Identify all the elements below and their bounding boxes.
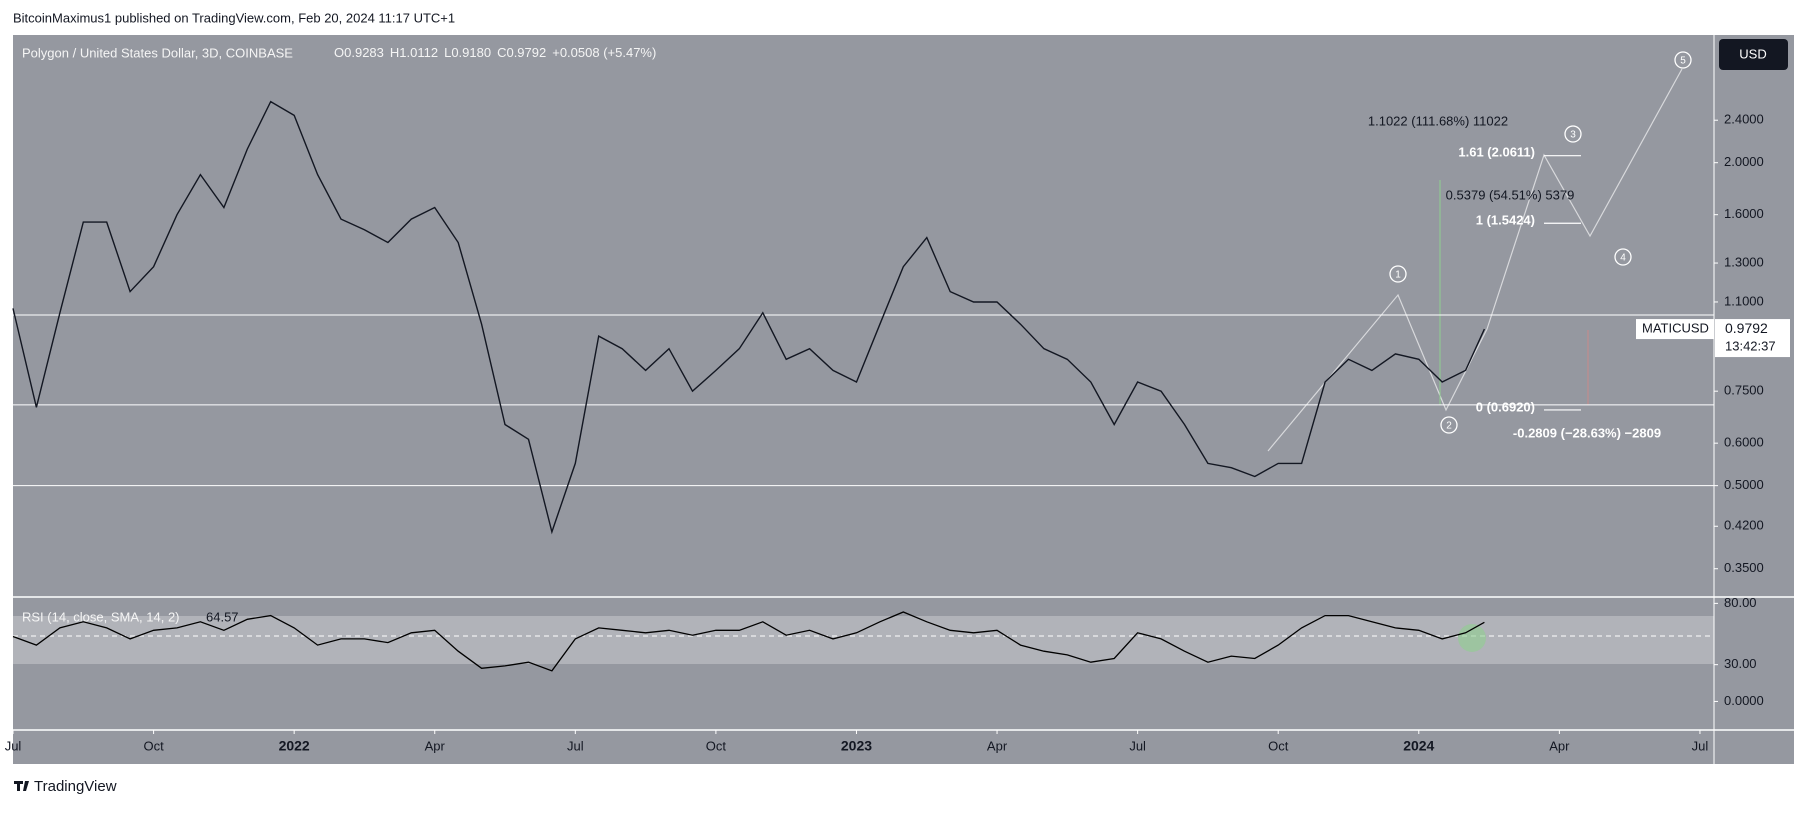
fib-annotation: 1 (1.5424) (1476, 212, 1535, 227)
fib-annotation: 0 (0.6920) (1476, 399, 1535, 414)
footer: TradingView (14, 778, 117, 795)
y-tick-label: 0.4200 (1724, 518, 1764, 533)
footer-logo (14, 781, 29, 791)
x-tick-label: Oct (143, 738, 164, 753)
x-tick-label: 2023 (841, 738, 872, 754)
wave-label: 1 (1395, 270, 1401, 281)
x-tick-label: Apr (987, 738, 1008, 753)
y-tick-label: 0.7500 (1724, 383, 1764, 398)
symbol-tag (1636, 319, 1714, 340)
wave-circle (1564, 125, 1582, 143)
y-tick-label: 1.3000 (1724, 254, 1764, 269)
ohlc-item: 0.9180 (451, 45, 491, 60)
countdown: 13:42:37 (1725, 338, 1776, 353)
fib-annotation: 1.61 (2.0611) (1458, 144, 1535, 159)
currency-label[interactable]: USD (1739, 46, 1766, 61)
ohlc-item: 0.9283 (344, 45, 384, 60)
wave-circle (1389, 265, 1407, 283)
wave-circle (1440, 416, 1458, 434)
x-tick-label: Oct (1268, 738, 1289, 753)
y-tick-label: 1.1000 (1724, 293, 1764, 308)
rsi-highlight (1458, 624, 1486, 652)
rsi-line (12, 611, 1485, 672)
x-tick-label: Jul (1692, 738, 1709, 753)
wave-label: 4 (1620, 253, 1626, 264)
x-tick-label: Apr (425, 738, 446, 753)
x-tick-label: 2024 (1403, 738, 1434, 754)
y-tick-label: 1.6000 (1724, 206, 1764, 221)
y-tick-label: 80.00 (1724, 595, 1757, 610)
fib-annotation: 1.1022 (111.68%) 11022 (1368, 113, 1508, 128)
fib-annotation: -0.2809 (−28.63%) −2809 (1513, 425, 1661, 440)
symbol-name: MATICUSD (1642, 320, 1709, 335)
wave-projection (1267, 68, 1683, 452)
chart-title: Polygon / United States Dollar, 3D, COIN… (22, 45, 293, 60)
ohlc-item: +0.0508 (+5.47%) (552, 45, 656, 60)
price-tag (1715, 319, 1790, 358)
x-tick-label: Apr (1549, 738, 1570, 753)
y-tick-label: 30.00 (1724, 656, 1757, 671)
y-tick-label: 2.4000 (1724, 112, 1764, 127)
price-line (12, 100, 1486, 535)
wave-label: 2 (1446, 421, 1452, 432)
ohlc-item: 0.9792 (506, 45, 546, 60)
rsi-band (13, 616, 1714, 664)
y-tick-label: 0.6000 (1724, 435, 1764, 450)
footer-brand: TradingView (34, 778, 117, 795)
wave-label: 3 (1570, 130, 1576, 141)
ohlc-item: H (390, 45, 399, 60)
ohlc-item: O (334, 45, 344, 60)
currency-button[interactable] (1719, 39, 1788, 70)
ohlc-item: 1.0112 (399, 45, 438, 60)
ohlc-item: C (497, 45, 506, 60)
wave-circle (1614, 248, 1632, 266)
publisher-line: BitcoinMaximus1 published on TradingView… (13, 10, 455, 25)
ohlc-item: L (444, 45, 451, 60)
x-tick-label: 2022 (279, 738, 310, 754)
x-tick-label: Jul (5, 738, 22, 753)
y-tick-label: 0.3500 (1724, 560, 1764, 575)
wave-label: 5 (1680, 56, 1686, 67)
x-tick-label: Jul (1129, 738, 1146, 753)
y-tick-label: 0.0000 (1724, 693, 1764, 708)
y-tick-label: 0.5000 (1724, 477, 1764, 492)
y-tick-label: 2.0000 (1724, 154, 1764, 169)
fib-annotation: 0.5379 (54.51%) 5379 (1446, 187, 1575, 202)
x-tick-label: Jul (567, 738, 584, 753)
rsi-title: RSI (14, close, SMA, 14, 2) (22, 609, 180, 624)
rsi-value: 64.57 (206, 609, 239, 624)
ohlc-legend: O0.9283 H1.0112 L0.9180 C0.9792 +0.0508 (+5.… (334, 45, 656, 60)
wave-circle (1674, 51, 1692, 69)
x-tick-label: Oct (706, 738, 727, 753)
last-price: 0.9792 (1725, 320, 1768, 336)
